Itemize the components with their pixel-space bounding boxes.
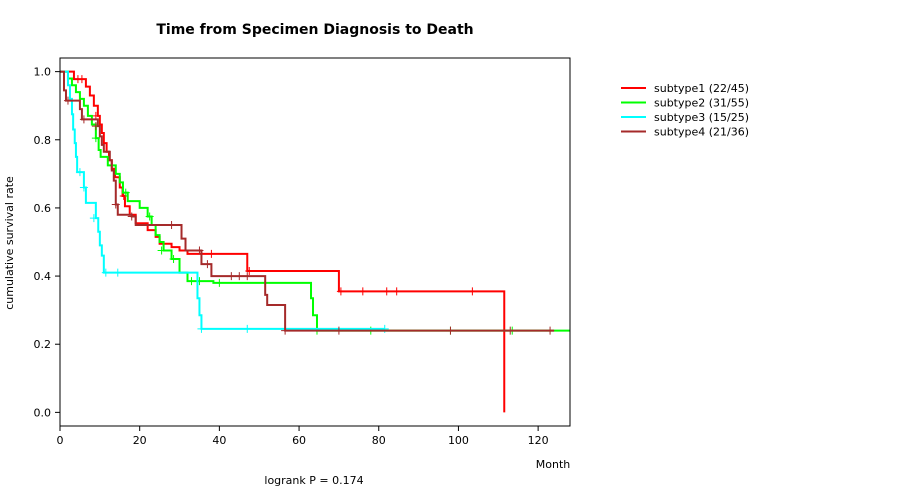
survival-curve [60,70,570,332]
censor-mark [187,277,196,286]
survival-curve [60,70,385,330]
y-tick-label: 0.8 [34,134,52,147]
legend-entry: subtype2 (31/55) [654,97,749,110]
censor-mark [506,326,515,335]
logrank-footnote: logrank P = 0.174 [264,474,363,487]
legend-entry: subtype3 (15/25) [654,111,749,124]
censor-mark [281,326,290,335]
x-axis-label: Month [536,458,571,471]
censor-mark [195,246,204,255]
censor-mark [207,249,216,258]
censor-mark [334,326,343,335]
censor-mark [79,183,88,192]
censor-mark [336,287,345,296]
censor-mark [111,200,120,209]
censor-mark [380,324,389,333]
censor-mark [75,168,84,177]
censor-mark [468,287,477,296]
censor-mark [245,266,254,275]
censor-mark [358,287,367,296]
y-tick-label: 1.0 [34,66,52,79]
censor-mark [446,326,455,335]
x-axis: 0 20 40 60 80 100 120 [57,426,549,447]
censor-mark [197,324,206,333]
x-tick-label: 20 [133,434,147,447]
y-axis-label: cumulative survival rate [3,176,16,310]
x-tick-label: 0 [57,434,64,447]
plot-frame [59,57,571,427]
censor-mark [91,122,100,131]
censor-mark [63,96,72,105]
censor-mark [167,220,176,229]
censor-mark [145,212,154,221]
chart-title: Time from Specimen Diagnosis to Death [156,22,473,38]
censor-mark [127,212,136,221]
censor-mark [392,287,401,296]
censor-mark [91,134,100,143]
censor-mark [101,268,110,277]
series-1 [60,70,506,413]
y-tick-label: 0.0 [34,406,52,419]
censor-mark [215,278,224,287]
y-tick-label: 0.4 [34,270,52,283]
x-tick-label: 100 [448,434,469,447]
censor-mark [546,326,555,335]
y-tick-label: 0.6 [34,202,52,215]
censor-mark [382,287,391,296]
series-4 [60,70,555,335]
legend: subtype1 (22/45) subtype2 (31/55)subtype3… [621,82,749,139]
censor-mark [121,188,130,197]
plot-area [60,70,570,413]
censor-mark [77,75,86,84]
censor-mark [203,260,212,269]
censor-mark [243,324,252,333]
legend-entry: subtype4 (21/36) [654,126,749,139]
censor-mark [89,214,98,223]
x-tick-label: 60 [292,434,306,447]
y-axis: 0.0 0.2 0.4 0.6 0.8 1.0 [34,66,60,419]
legend-entry: subtype1 (22/45) [654,82,749,95]
x-tick-label: 120 [528,434,549,447]
censor-mark [157,246,166,255]
censor-mark [227,272,236,281]
censor-mark [113,268,122,277]
x-tick-label: 40 [212,434,226,447]
y-tick-label: 0.2 [34,338,52,351]
x-tick-label: 80 [372,434,386,447]
series-3 [60,70,389,333]
censor-mark [243,272,252,281]
censor-mark [235,272,244,281]
survival-curve [60,70,506,413]
censor-mark [169,255,178,264]
censor-mark [79,115,88,124]
series-2 [60,70,570,335]
